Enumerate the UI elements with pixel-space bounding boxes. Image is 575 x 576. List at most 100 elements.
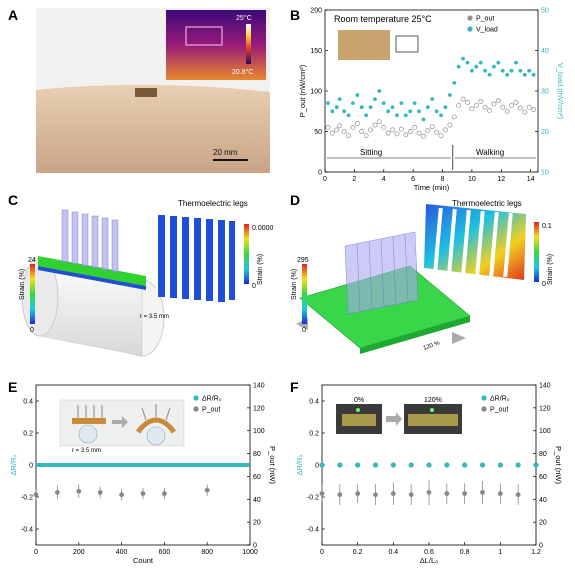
legend-label: V_load [476, 27, 498, 34]
data-point-pout [491, 101, 497, 107]
data-point-pout [434, 129, 440, 135]
panel-letter-a: A [8, 7, 18, 23]
y2-tick-label: 100 [253, 428, 265, 435]
data-point-vload [386, 109, 391, 114]
data-point-pout [531, 107, 537, 113]
data-point-pout [469, 106, 475, 112]
stretching-chart: 0 0.2 0.4 0.6 0.8 1 1.2 -0.4 -0.2 0 0.2 0.4 0 20 40 60 8… [295, 383, 563, 566]
y2-tick-label: 0 [539, 543, 543, 550]
data-point-pout [517, 105, 523, 111]
data-point-resistance [497, 462, 503, 468]
panel-c: 24 0 Strain (%) r = 3.5 mm Thermoelectri… [8, 192, 274, 357]
x-tick-label: 6 [411, 176, 415, 183]
y-tick-label: 0.2 [23, 431, 33, 438]
y2-axis-label: P_out (nW) [268, 446, 277, 484]
y2-tick-label: 80 [253, 451, 261, 458]
data-point-vload [421, 117, 426, 122]
data-point-resistance [372, 462, 379, 468]
x-tick-label: 800 [201, 549, 213, 556]
data-point-pout [425, 128, 431, 134]
data-point-pout [390, 127, 396, 133]
data-point-vload [474, 64, 479, 69]
data-point-vload [381, 101, 386, 106]
x-tick-label: 0 [323, 176, 327, 183]
x-tick-label: 600 [159, 549, 171, 556]
data-point-vload [403, 113, 408, 118]
thermal-colorbar [246, 24, 251, 64]
legs-strain-max-c: 0.0000 [252, 225, 274, 232]
data-point-vload [447, 93, 452, 97]
y2-tick-label: 20 [541, 129, 549, 136]
legend-label: ΔR/R₀ [202, 396, 222, 403]
legend-marker [193, 395, 199, 401]
data-point-pout [426, 490, 432, 495]
y-tick-label: 100 [310, 89, 322, 96]
y2-tick-label: 10 [541, 170, 549, 177]
data-point-pout [368, 127, 373, 133]
wearable-device [135, 88, 157, 97]
data-point-vload [522, 72, 527, 77]
data-point-pout [487, 107, 492, 113]
y-axis-label: ΔR/R₀ [295, 454, 304, 475]
y-tick-label: -0.2 [21, 495, 33, 502]
panel-letter-d: D [290, 192, 300, 208]
data-point-vload [417, 109, 421, 114]
y-tick-label: -0.4 [307, 527, 319, 534]
legend-marker [193, 406, 199, 412]
data-point-pout [334, 127, 340, 133]
legs-strain-label-c: Strain (%) [257, 254, 264, 285]
y-tick-label: 0.4 [309, 399, 319, 406]
device-schematic-inset [338, 30, 390, 60]
legs-strain-min-d: 0 [542, 281, 546, 288]
strain-label-c: Strain (%) [19, 269, 26, 300]
data-point-pout [403, 132, 409, 138]
panel-e: 0 200 400 600 800 1000 -0.4 -0.2 0 0.2 0.4 0 20 40 60 8… [8, 379, 277, 565]
data-point-vload [395, 113, 399, 118]
strain-max-d: 295 [297, 257, 309, 264]
y-tick-label: 0.2 [309, 431, 319, 438]
y-tick-label: 150 [310, 48, 322, 55]
data-point-pout [341, 129, 347, 134]
data-point-vload [364, 113, 369, 118]
y-tick-label: 0 [29, 463, 33, 470]
thermal-max-label: 25°C [236, 14, 252, 22]
data-point-vload [527, 68, 532, 73]
y2-axis-label: P_out (nW) [554, 446, 563, 484]
x-tick-label: 2 [352, 176, 356, 183]
y2-tick-label: 100 [539, 428, 551, 435]
data-point-vload [390, 105, 395, 110]
x-tick-label: 4 [382, 176, 386, 183]
x-tick-label: 0 [34, 549, 38, 556]
data-point-pout [500, 104, 506, 110]
data-point-pout [350, 124, 356, 130]
strain-min-c: 0 [30, 327, 34, 334]
data-point-pout [407, 129, 413, 134]
data-point-pout [329, 130, 335, 136]
data-point-pout [460, 96, 466, 102]
data-point-vload [368, 105, 373, 110]
y-tick-label: -0.2 [307, 495, 319, 502]
data-point-pout [337, 123, 343, 129]
data-point-pout [381, 124, 387, 130]
data-point-pout [509, 103, 515, 109]
data-point-pout [456, 103, 462, 109]
data-point-resistance [319, 462, 325, 468]
data-point-pout [325, 124, 331, 130]
data-point-pout [438, 133, 444, 138]
x-tick-label: 0.6 [424, 549, 434, 556]
data-point-pout [526, 104, 532, 110]
stretch-photos-inset [336, 404, 462, 434]
y-axis-label: P_out (nW/cm²) [298, 64, 307, 117]
strain-max-c: 24 [28, 257, 36, 264]
data-point-vload [487, 72, 492, 77]
stretch-arrow-right [452, 332, 466, 344]
y2-tick-label: 50 [541, 8, 549, 15]
data-point-vload [337, 97, 342, 101]
data-point-resistance [426, 462, 432, 468]
x-tick-label: 10 [468, 176, 476, 183]
data-point-pout [462, 491, 468, 496]
legs-3d-d [344, 231, 419, 315]
data-point-pout [373, 492, 378, 498]
bending-cycle-chart: 0 200 400 600 800 1000 -0.4 -0.2 0 0.2 0.4 0 20 40 60 8… [9, 383, 277, 566]
